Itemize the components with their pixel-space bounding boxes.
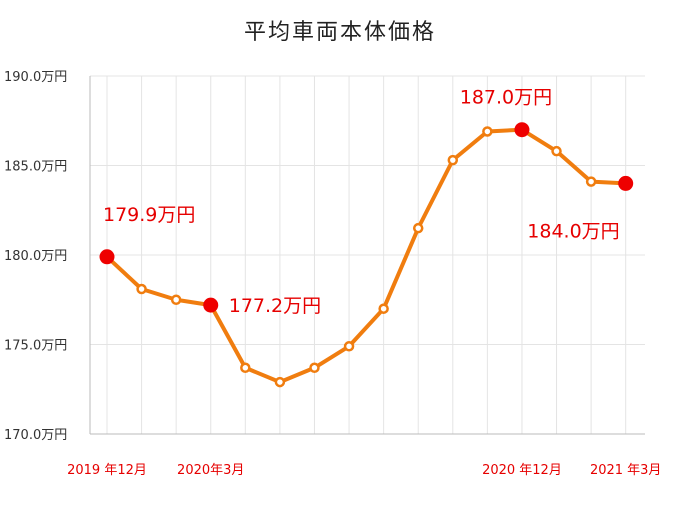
data-point <box>482 126 493 137</box>
highlight-point <box>99 249 115 265</box>
data-point <box>551 145 562 157</box>
data-point <box>412 222 424 234</box>
y-tick-label: 180.0万円 <box>4 249 67 264</box>
x-tick-label: 2021 年3月 <box>590 463 662 478</box>
data-point <box>136 283 147 295</box>
data-point <box>378 303 389 314</box>
y-tick-label: 175.0万円 <box>4 339 67 354</box>
x-tick-label: 2020 年12月 <box>482 463 562 478</box>
x-tick-label: 2020年3月 <box>177 463 244 478</box>
y-tick-label: 185.0万円 <box>4 160 67 175</box>
highlight-point <box>514 122 530 138</box>
data-point <box>170 294 182 305</box>
data-point <box>585 176 597 187</box>
highlight-point <box>203 297 219 313</box>
x-tick-label: 2019 年12月 <box>67 463 147 478</box>
data-point <box>447 154 459 166</box>
data-point <box>274 376 286 388</box>
data-label: 187.0万円 <box>460 87 552 109</box>
chart-title: 平均車両本体価格 <box>243 20 436 45</box>
data-label: 179.9万円 <box>103 204 195 226</box>
data-point <box>343 341 355 352</box>
data-label: 184.0万円 <box>527 220 619 242</box>
series-line <box>105 127 628 385</box>
data-point <box>309 362 320 374</box>
highlight-point <box>618 175 634 191</box>
data-point <box>240 362 251 374</box>
y-tick-label: 170.0万円 <box>4 428 67 443</box>
data-label: 177.2万円 <box>229 295 321 317</box>
y-tick-label: 190.0万円 <box>4 70 67 85</box>
